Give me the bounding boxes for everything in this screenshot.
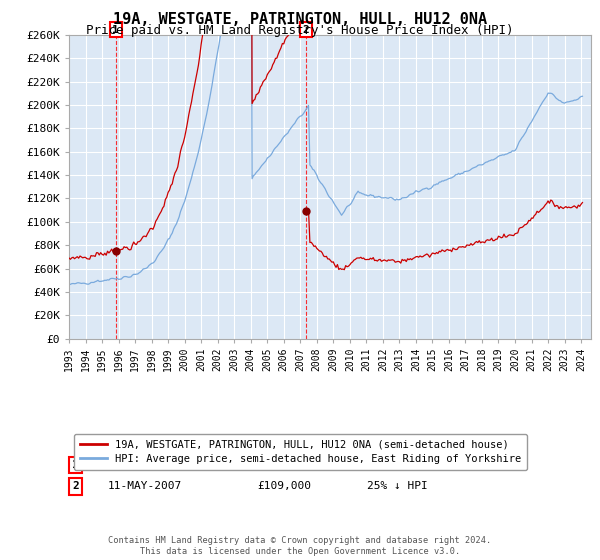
Text: 1: 1 (72, 460, 79, 470)
Text: 25% ↓ HPI: 25% ↓ HPI (367, 481, 427, 491)
Text: 1: 1 (112, 25, 119, 35)
Legend: 19A, WESTGATE, PATRINGTON, HULL, HU12 0NA (semi-detached house), HPI: Average pr: 19A, WESTGATE, PATRINGTON, HULL, HU12 0N… (74, 433, 527, 470)
Text: 11-MAY-2007: 11-MAY-2007 (108, 481, 182, 491)
Text: Contains HM Land Registry data © Crown copyright and database right 2024.
This d: Contains HM Land Registry data © Crown c… (109, 536, 491, 556)
Text: Price paid vs. HM Land Registry's House Price Index (HPI): Price paid vs. HM Land Registry's House … (86, 24, 514, 36)
Text: 31-OCT-1995: 31-OCT-1995 (108, 460, 182, 470)
Text: 61% ↑ HPI: 61% ↑ HPI (367, 460, 427, 470)
Text: 2: 2 (72, 481, 79, 491)
Text: 19A, WESTGATE, PATRINGTON, HULL, HU12 0NA: 19A, WESTGATE, PATRINGTON, HULL, HU12 0N… (113, 12, 487, 27)
Text: £75,000: £75,000 (257, 460, 304, 470)
Text: 2: 2 (303, 25, 310, 35)
Text: £109,000: £109,000 (257, 481, 311, 491)
